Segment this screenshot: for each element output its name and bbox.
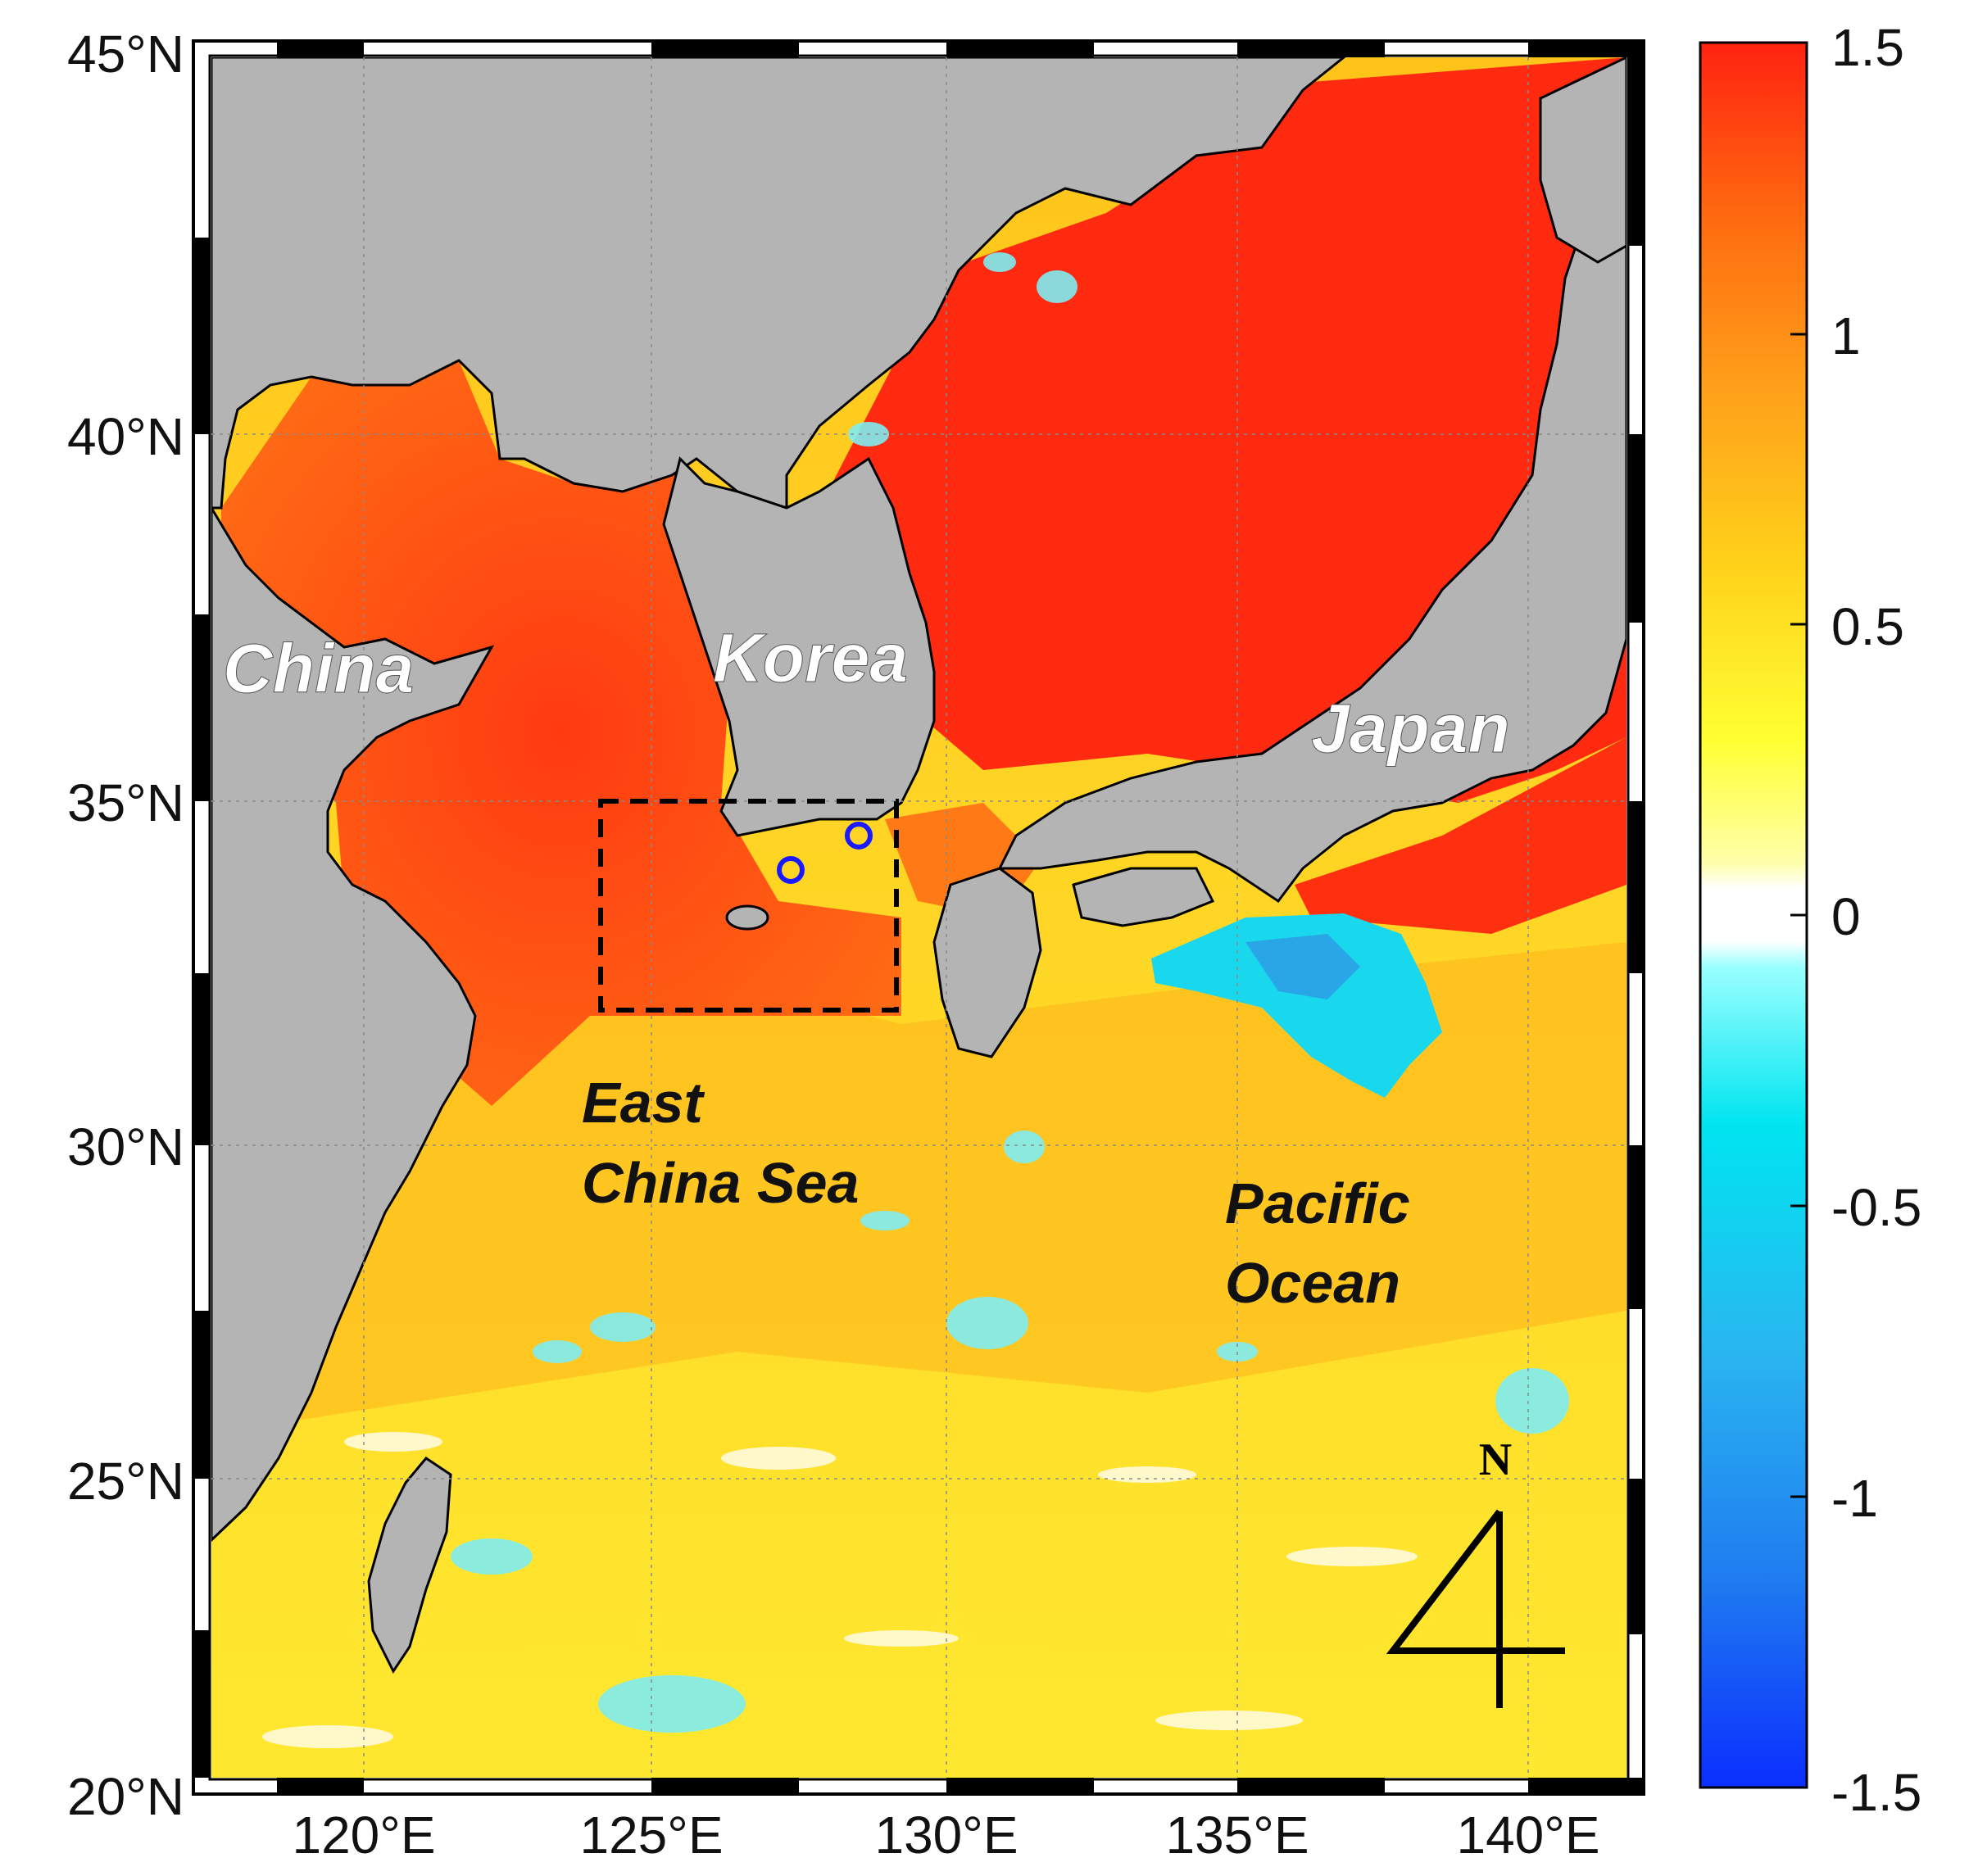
longitude-labels: 120°E 125°E 130°E 135°E 140°E <box>292 1806 1599 1865</box>
north-arrow-label: N <box>1479 1434 1512 1485</box>
label-pacific-2: Ocean <box>1225 1251 1400 1315</box>
white-speckles <box>262 1432 1418 1748</box>
land-china <box>211 505 495 1543</box>
colorbar: 1.5 1 0.5 0 -0.5 -1 -1.5 <box>1699 18 1921 1822</box>
colorbar-tick-1.5: 1.5 <box>1831 18 1904 77</box>
kuroshio-warm-strip <box>1295 737 1626 934</box>
study-area-box <box>598 799 899 1013</box>
label-pacific-1: Pacific <box>1225 1171 1410 1235</box>
land-northeast-asia <box>211 57 1346 510</box>
lon-label-120: 120°E <box>292 1806 435 1865</box>
north-arrow: N <box>1386 1434 1565 1708</box>
land-japan-shikoku <box>1072 867 1215 927</box>
ocean-warm-band <box>211 942 1626 1434</box>
label-east-china-sea-1: East <box>582 1071 705 1135</box>
latitude-labels: 45°N 40°N 35°N 30°N 25°N 20°N <box>67 25 184 1826</box>
map-frame <box>192 39 1645 1796</box>
lon-label-125: 125°E <box>579 1806 723 1865</box>
cool-speckles <box>451 252 1569 1733</box>
cold-anomaly-patch <box>1151 913 1442 1098</box>
lon-label-140: 140°E <box>1456 1806 1599 1865</box>
graticule <box>211 57 1626 1778</box>
lat-label-45: 45°N <box>67 25 184 84</box>
land-japan-hokkaido <box>1539 57 1626 264</box>
lon-label-135: 135°E <box>1165 1806 1309 1865</box>
label-east-china-sea-2: China Sea <box>582 1151 859 1215</box>
place-labels: China Korea Japan East China Sea Pacific… <box>223 619 1511 1316</box>
lon-label-130: 130°E <box>874 1806 1018 1865</box>
colorbar-tick-0: 0 <box>1831 887 1861 946</box>
label-china: China <box>223 630 414 707</box>
colorbar-tick-neg1.5: -1.5 <box>1831 1763 1921 1822</box>
lat-label-30: 30°N <box>67 1117 184 1176</box>
colorbar-tick-neg1: -1 <box>1831 1469 1878 1528</box>
colorbar-tick-1: 1 <box>1831 306 1861 365</box>
land-korea <box>662 456 936 837</box>
label-korea: Korea <box>713 619 908 696</box>
station-marker-2 <box>845 822 873 850</box>
lat-label-20: 20°N <box>67 1767 184 1826</box>
colorbar-tick-neg0.5: -0.5 <box>1831 1178 1921 1237</box>
land-japan-kyushu <box>932 867 1042 1058</box>
station-marker-1 <box>777 856 805 884</box>
land-taiwan <box>367 1457 452 1674</box>
colorbar-gradient <box>1699 41 1808 1789</box>
map-panel <box>211 57 1626 1778</box>
land <box>211 57 1626 1674</box>
lat-label-35: 35°N <box>67 773 184 832</box>
lat-label-40: 40°N <box>67 407 184 466</box>
label-japan: Japan <box>1311 690 1510 767</box>
land-jeju <box>725 904 769 931</box>
north-arrow-icon <box>1386 1509 1565 1708</box>
cold-anomaly-core <box>1245 934 1360 999</box>
lat-label-25: 25°N <box>67 1452 184 1511</box>
colorbar-tick-0.5: 0.5 <box>1831 597 1904 656</box>
